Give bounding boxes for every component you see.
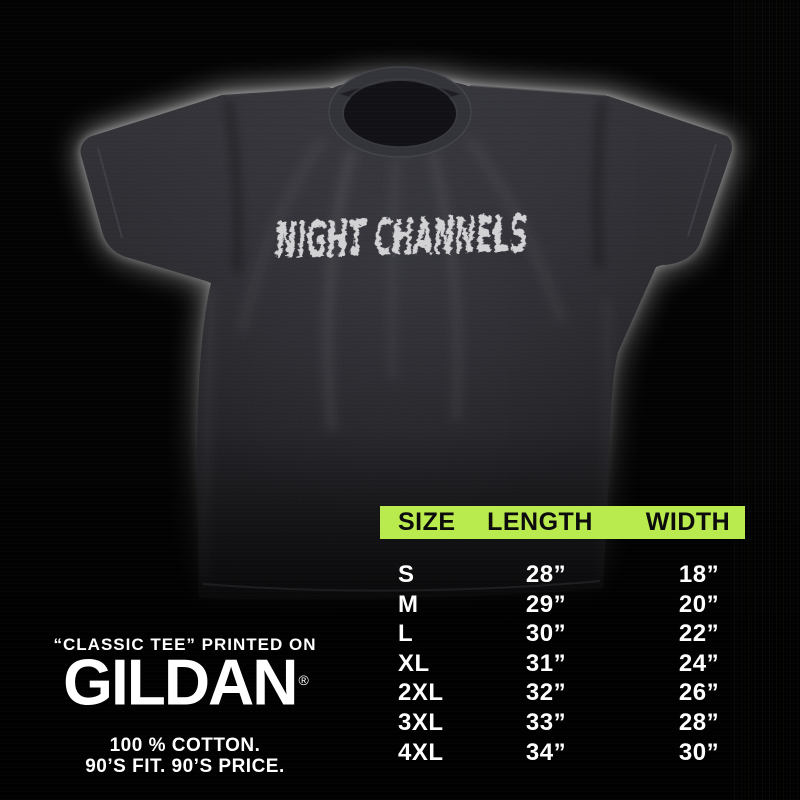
- width-cell: 22”: [678, 620, 720, 648]
- size-cell: XL: [398, 649, 430, 677]
- length-cell: 34”: [525, 738, 567, 766]
- length-cell: 29”: [525, 590, 567, 618]
- brand-tagline: “CLASSIC TEE” PRINTED ON: [53, 635, 317, 654]
- header-width: WIDTH: [645, 508, 731, 536]
- brand-slogan: 90’S FIT. 90’S PRICE.: [85, 756, 285, 777]
- length-cell: 28”: [525, 561, 567, 588]
- size-row: S 28” 18”: [380, 560, 745, 590]
- size-row: XL 31” 24”: [380, 649, 745, 679]
- size-chart: SIZE LENGTH WIDTH S 28” 18” M 29” 20” L …: [380, 506, 745, 767]
- shirt-collar: [328, 66, 472, 158]
- width-cell: 20”: [678, 590, 720, 618]
- length-cell: 30”: [525, 620, 567, 648]
- size-cell: M: [398, 590, 419, 618]
- bottom-fade-overlay: [0, 430, 800, 800]
- size-cell: 3XL: [398, 708, 444, 736]
- size-cell: 2XL: [398, 679, 444, 707]
- brand-material: 100 % COTTON.: [109, 735, 261, 756]
- size-cell: S: [398, 561, 415, 588]
- length-cell: 31”: [525, 649, 567, 677]
- size-cell: 4XL: [398, 738, 444, 766]
- size-row: 3XL 33” 28”: [380, 708, 745, 738]
- size-row: 4XL 34” 30”: [380, 738, 745, 768]
- size-row: M 29” 20”: [380, 590, 745, 620]
- gildan-logo: GILDAN: [63, 645, 298, 719]
- header-size: SIZE: [398, 508, 456, 536]
- width-cell: 30”: [678, 738, 720, 766]
- size-chart-header: SIZE LENGTH WIDTH: [380, 506, 745, 539]
- width-cell: 24”: [678, 649, 720, 677]
- shirt-graphic-text: NIGHT CHANNELS: [273, 204, 526, 269]
- brand-logo-row: GILDAN ®: [28, 645, 342, 724]
- registered-trademark-icon: ®: [298, 672, 309, 688]
- header-length: LENGTH: [487, 508, 593, 536]
- brand-block: “CLASSIC TEE” PRINTED ON GILDAN ® 100 % C…: [28, 635, 342, 777]
- size-row: 2XL 32” 26”: [380, 678, 745, 708]
- width-cell: 26”: [678, 679, 720, 707]
- size-row: L 30” 22”: [380, 619, 745, 649]
- width-cell: 18”: [678, 561, 720, 588]
- length-cell: 32”: [525, 679, 567, 707]
- size-chart-rows: S 28” 18” M 29” 20” L 30” 22” XL 31” 24”…: [380, 560, 745, 767]
- shirt-wrinkles: [200, 99, 611, 581]
- width-cell: 28”: [678, 708, 720, 736]
- length-cell: 33”: [525, 708, 567, 736]
- size-cell: L: [398, 620, 414, 648]
